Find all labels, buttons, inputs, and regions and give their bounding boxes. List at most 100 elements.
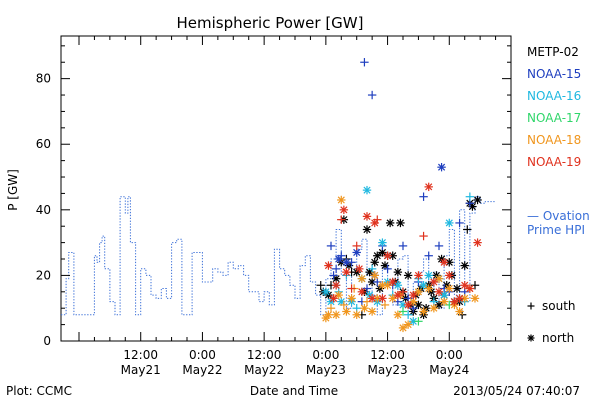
y-tick-label: 40 <box>36 203 51 217</box>
data-point <box>414 317 423 326</box>
data-point <box>393 290 403 300</box>
data-point <box>352 310 361 319</box>
data-point <box>398 307 408 316</box>
legend-entry: NOAA-19 <box>527 155 581 169</box>
data-point <box>347 294 356 303</box>
data-point <box>342 267 351 277</box>
marker-key: south north <box>527 299 576 345</box>
data-point <box>455 294 464 303</box>
data-point <box>362 297 372 306</box>
x-axis-label: Date and Time <box>250 384 338 398</box>
data-point <box>352 241 361 251</box>
data-point <box>463 225 472 234</box>
data-point <box>429 277 439 287</box>
x-tick-label-date: May24 <box>429 363 469 377</box>
x-tick-label: 12:00 <box>370 348 405 362</box>
data-point <box>388 294 397 303</box>
data-point <box>326 304 336 313</box>
ovation-label-line2: Prime HPI <box>527 223 585 237</box>
data-point <box>452 284 462 293</box>
data-point <box>367 307 377 316</box>
data-point <box>378 294 387 303</box>
data-point <box>362 284 372 293</box>
data-point <box>347 284 356 293</box>
data-point <box>419 192 428 201</box>
data-point <box>414 271 423 280</box>
data-point <box>473 238 482 247</box>
data-point <box>450 297 459 306</box>
legend-entry: NOAA-15 <box>527 67 581 81</box>
data-point <box>437 162 446 172</box>
data-point <box>434 300 444 310</box>
data-point <box>342 307 351 316</box>
data-point <box>470 281 480 290</box>
data-point <box>445 271 454 280</box>
data-point <box>324 261 333 270</box>
data-point <box>445 284 454 293</box>
data-point <box>326 241 336 251</box>
data-point <box>367 294 377 303</box>
data-point <box>367 264 377 274</box>
data-point <box>403 320 413 329</box>
data-point <box>393 267 403 277</box>
y-tick-label: 20 <box>36 268 51 282</box>
footer-right: 2013/05/24 07:40:07 <box>453 384 580 398</box>
data-point <box>329 294 338 303</box>
data-point <box>347 258 356 267</box>
data-point <box>396 218 405 228</box>
data-point <box>419 231 428 241</box>
data-point <box>398 241 408 251</box>
data-point <box>380 300 390 310</box>
data-point <box>465 192 475 201</box>
data-point <box>429 304 439 313</box>
data-point <box>357 274 367 283</box>
data-point <box>383 251 392 260</box>
data-point <box>331 310 341 319</box>
plot-frame <box>60 35 512 342</box>
y-tick-label: 80 <box>36 72 51 86</box>
series-noaa-19 <box>324 182 482 310</box>
data-point <box>434 274 444 283</box>
data-point <box>342 258 351 267</box>
data-point <box>439 297 449 306</box>
data-point <box>439 258 449 267</box>
x-tick-label: 0:00 <box>436 348 463 362</box>
data-point <box>362 212 372 221</box>
legend-entry: NOAA-17 <box>527 111 581 125</box>
data-point <box>398 323 408 333</box>
data-point <box>434 287 444 297</box>
legend-entry: NOAA-18 <box>527 133 581 147</box>
data-point <box>424 284 433 293</box>
data-point <box>473 195 482 205</box>
y-axis-label: P [GW] <box>6 169 20 211</box>
y-tick-label: 0 <box>43 334 51 348</box>
y-tick-label: 60 <box>36 137 51 151</box>
south-marker-icon <box>527 302 535 310</box>
data-point <box>398 300 408 310</box>
data-point <box>409 290 418 300</box>
north-marker-icon <box>527 334 535 342</box>
legend-entry: NOAA-16 <box>527 89 581 103</box>
data-point <box>383 281 392 290</box>
data-point <box>419 281 428 290</box>
data-point <box>419 307 428 316</box>
ovation-label-line1: — Ovation <box>527 209 590 223</box>
marker-key-label: south <box>542 299 576 313</box>
data-point <box>357 287 367 297</box>
data-point <box>329 271 338 280</box>
x-tick-label-date: May22 <box>244 363 284 377</box>
data-point <box>409 317 418 326</box>
data-point <box>393 310 403 319</box>
chart-title: Hemispheric Power [GW] <box>177 14 364 32</box>
data-point <box>337 251 346 260</box>
data-point <box>337 215 346 224</box>
data-point <box>460 261 469 270</box>
data-point <box>465 284 475 293</box>
x-tick-label: 0:00 <box>312 348 339 362</box>
legend: METP-02 NOAA-15 NOAA-16 NOAA-17 NOAA-18 NOAA-… <box>527 45 581 169</box>
data-points-group <box>316 58 482 333</box>
data-point <box>370 258 379 267</box>
x-tick-label-date: May23 <box>306 363 346 377</box>
data-point <box>445 258 454 267</box>
x-axis-ticks: 12:00May210:00May2212:00May220:00May2312… <box>78 36 512 377</box>
